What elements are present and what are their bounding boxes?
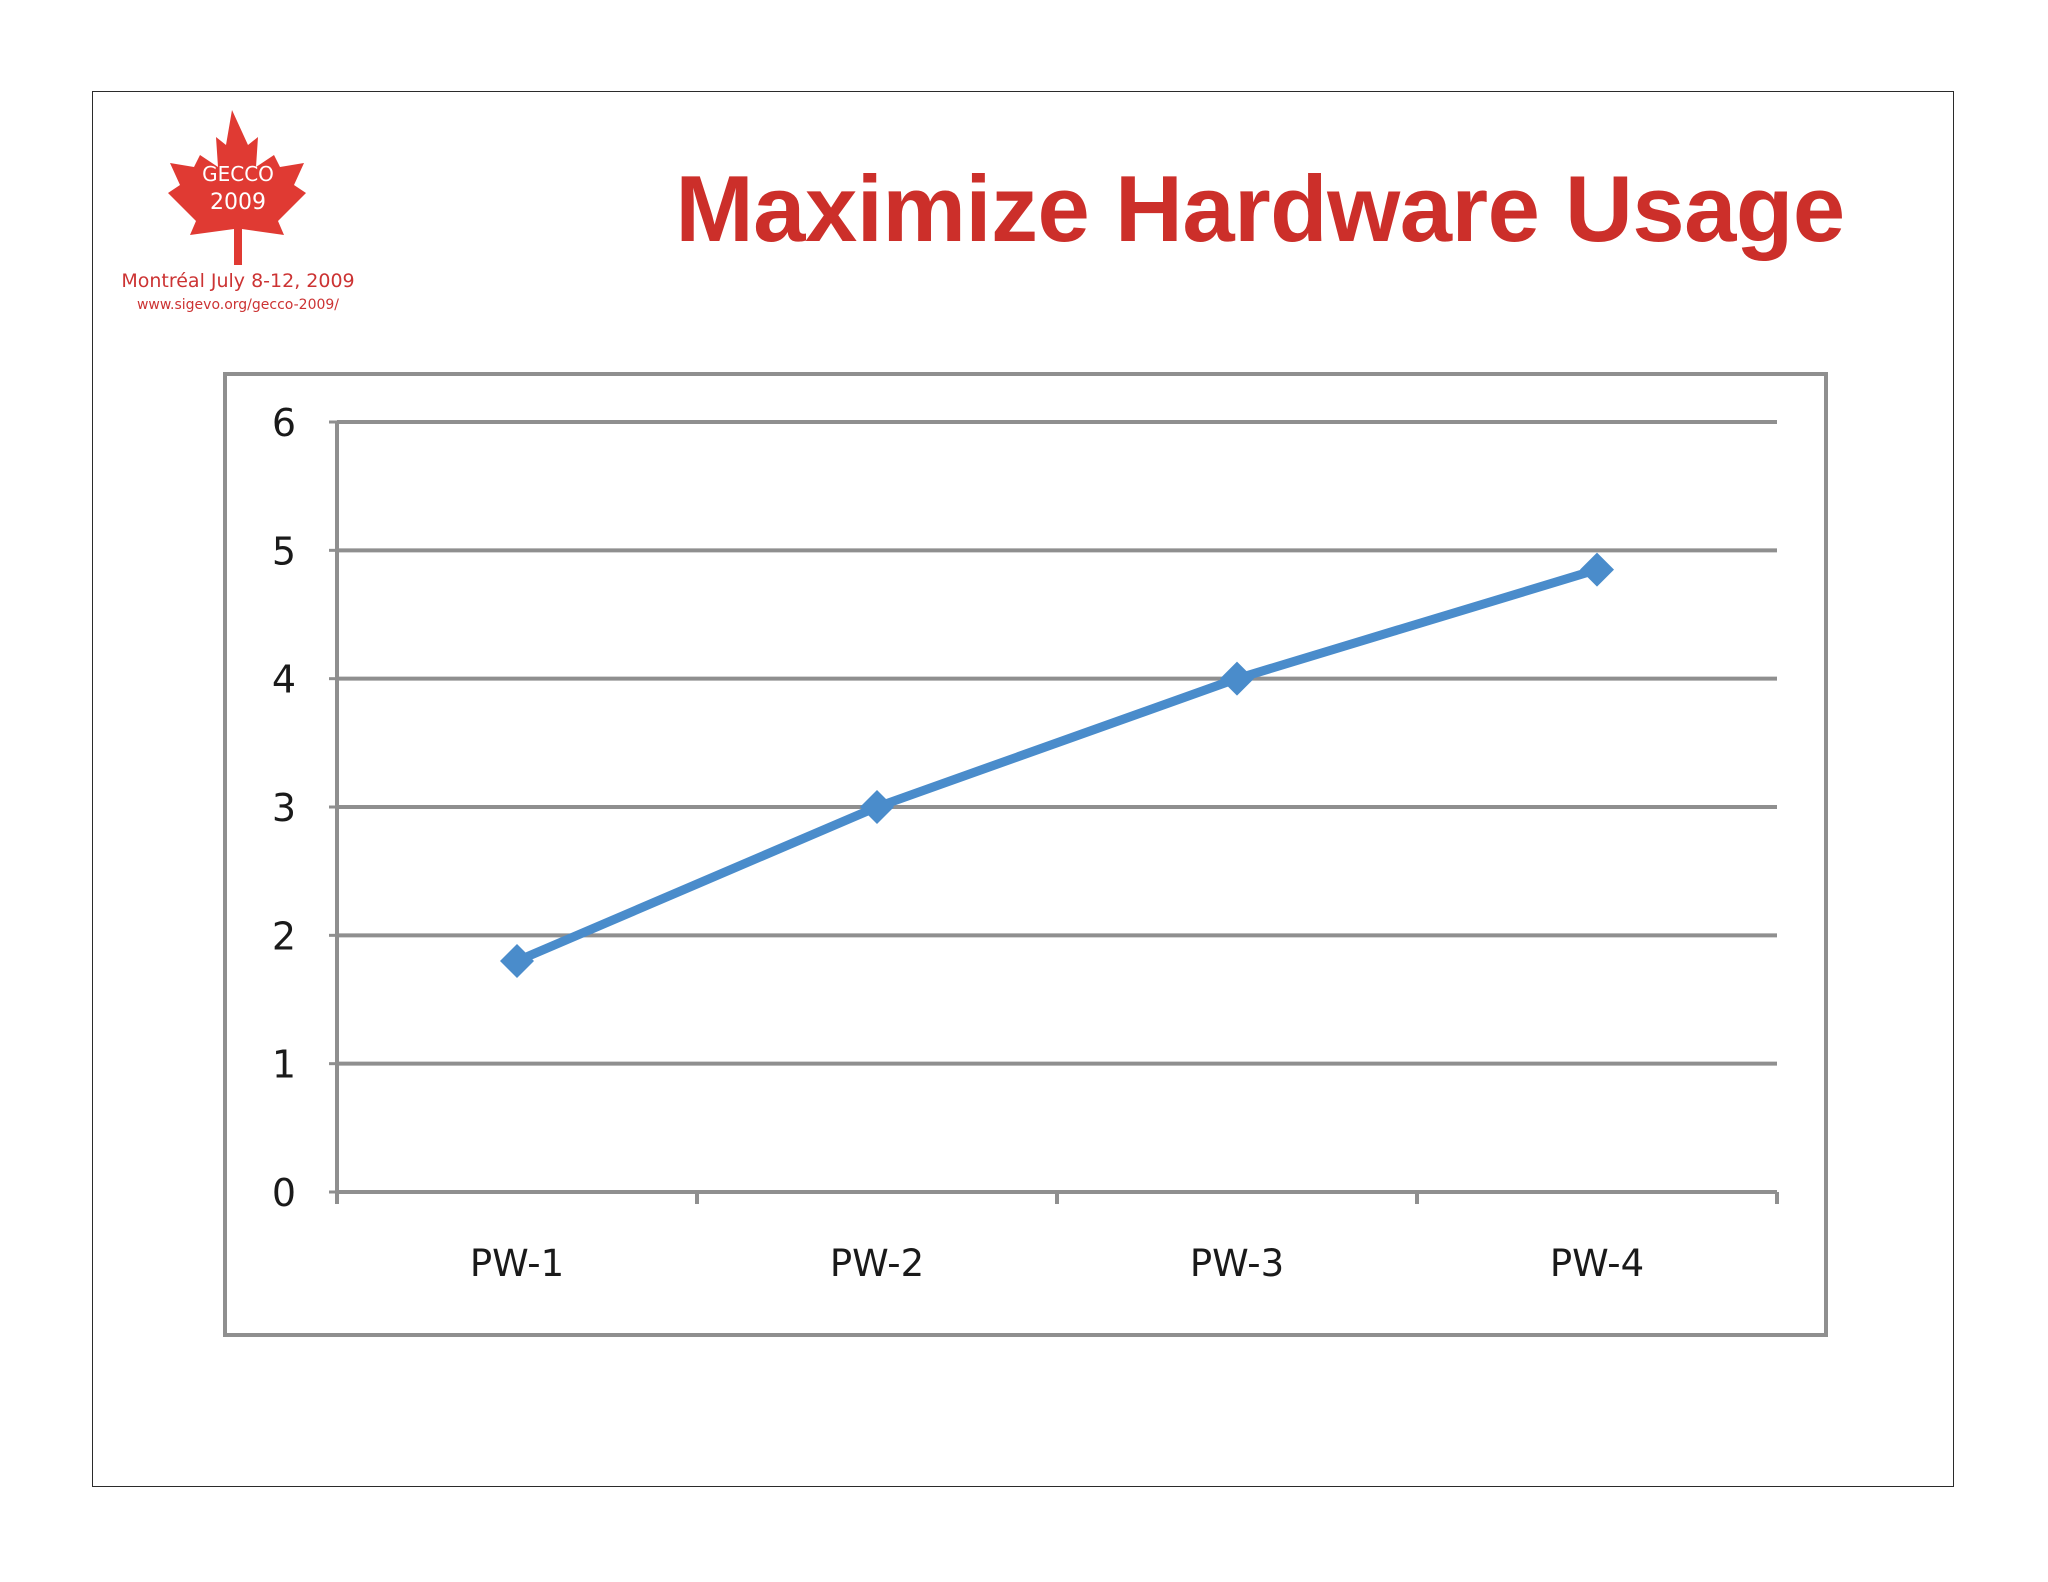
y-tick-label-4: 4 [272, 658, 296, 702]
series-line-0 [512, 565, 1602, 966]
data-point-PW-3 [1220, 661, 1254, 696]
x-tick-label-PW-2: PW-2 [830, 1242, 924, 1285]
data-point-PW-2 [860, 790, 894, 824]
data-point-PW-1 [500, 944, 534, 978]
gecco-maple-leaf-logo: GECCO 2009 [168, 110, 306, 265]
y-tick-label-5: 5 [272, 529, 296, 573]
y-tick-label-1: 1 [272, 1043, 296, 1087]
logo-caption: Montréal July 8-12, 2009 www.sigevo.org/… [108, 270, 368, 313]
y-tick-label-6: 6 [272, 401, 296, 445]
y-tick-label-0: 0 [272, 1171, 296, 1215]
maple-leaf-icon [168, 110, 306, 265]
data-point-PW-4 [1580, 552, 1614, 587]
logo-caption-dates: Montréal July 8-12, 2009 [121, 270, 355, 292]
logo-caption-url: www.sigevo.org/gecco-2009/ [136, 297, 340, 313]
x-tick-label-PW-4: PW-4 [1550, 1242, 1644, 1285]
y-tick-label-3: 3 [272, 786, 296, 830]
y-tick-label-2: 2 [272, 914, 296, 958]
x-tick-label-PW-1: PW-1 [470, 1242, 564, 1285]
logo-emblem-line2: 2009 [210, 190, 266, 215]
chart-frame [223, 372, 1828, 1337]
slide-title: Maximize Hardware Usage [675, 156, 1845, 261]
logo-emblem-line1: GECCO [202, 162, 274, 186]
x-tick-label-PW-3: PW-3 [1190, 1242, 1284, 1285]
